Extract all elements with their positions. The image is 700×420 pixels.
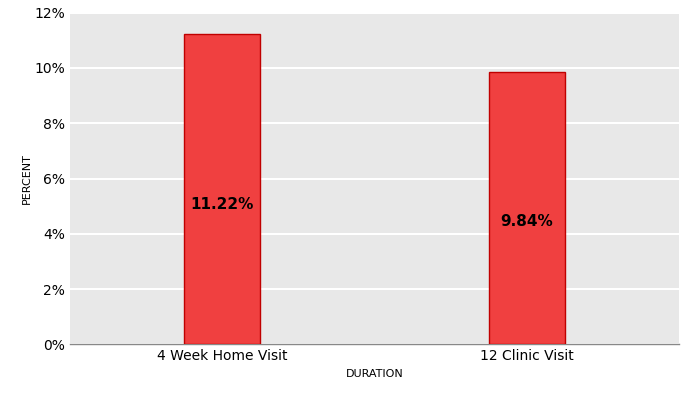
X-axis label: DURATION: DURATION — [346, 369, 403, 379]
Y-axis label: PERCENT: PERCENT — [22, 153, 32, 204]
Text: 11.22%: 11.22% — [190, 197, 254, 212]
Bar — [184, 34, 260, 344]
Bar — [489, 72, 565, 344]
Text: 9.84%: 9.84% — [500, 215, 553, 229]
